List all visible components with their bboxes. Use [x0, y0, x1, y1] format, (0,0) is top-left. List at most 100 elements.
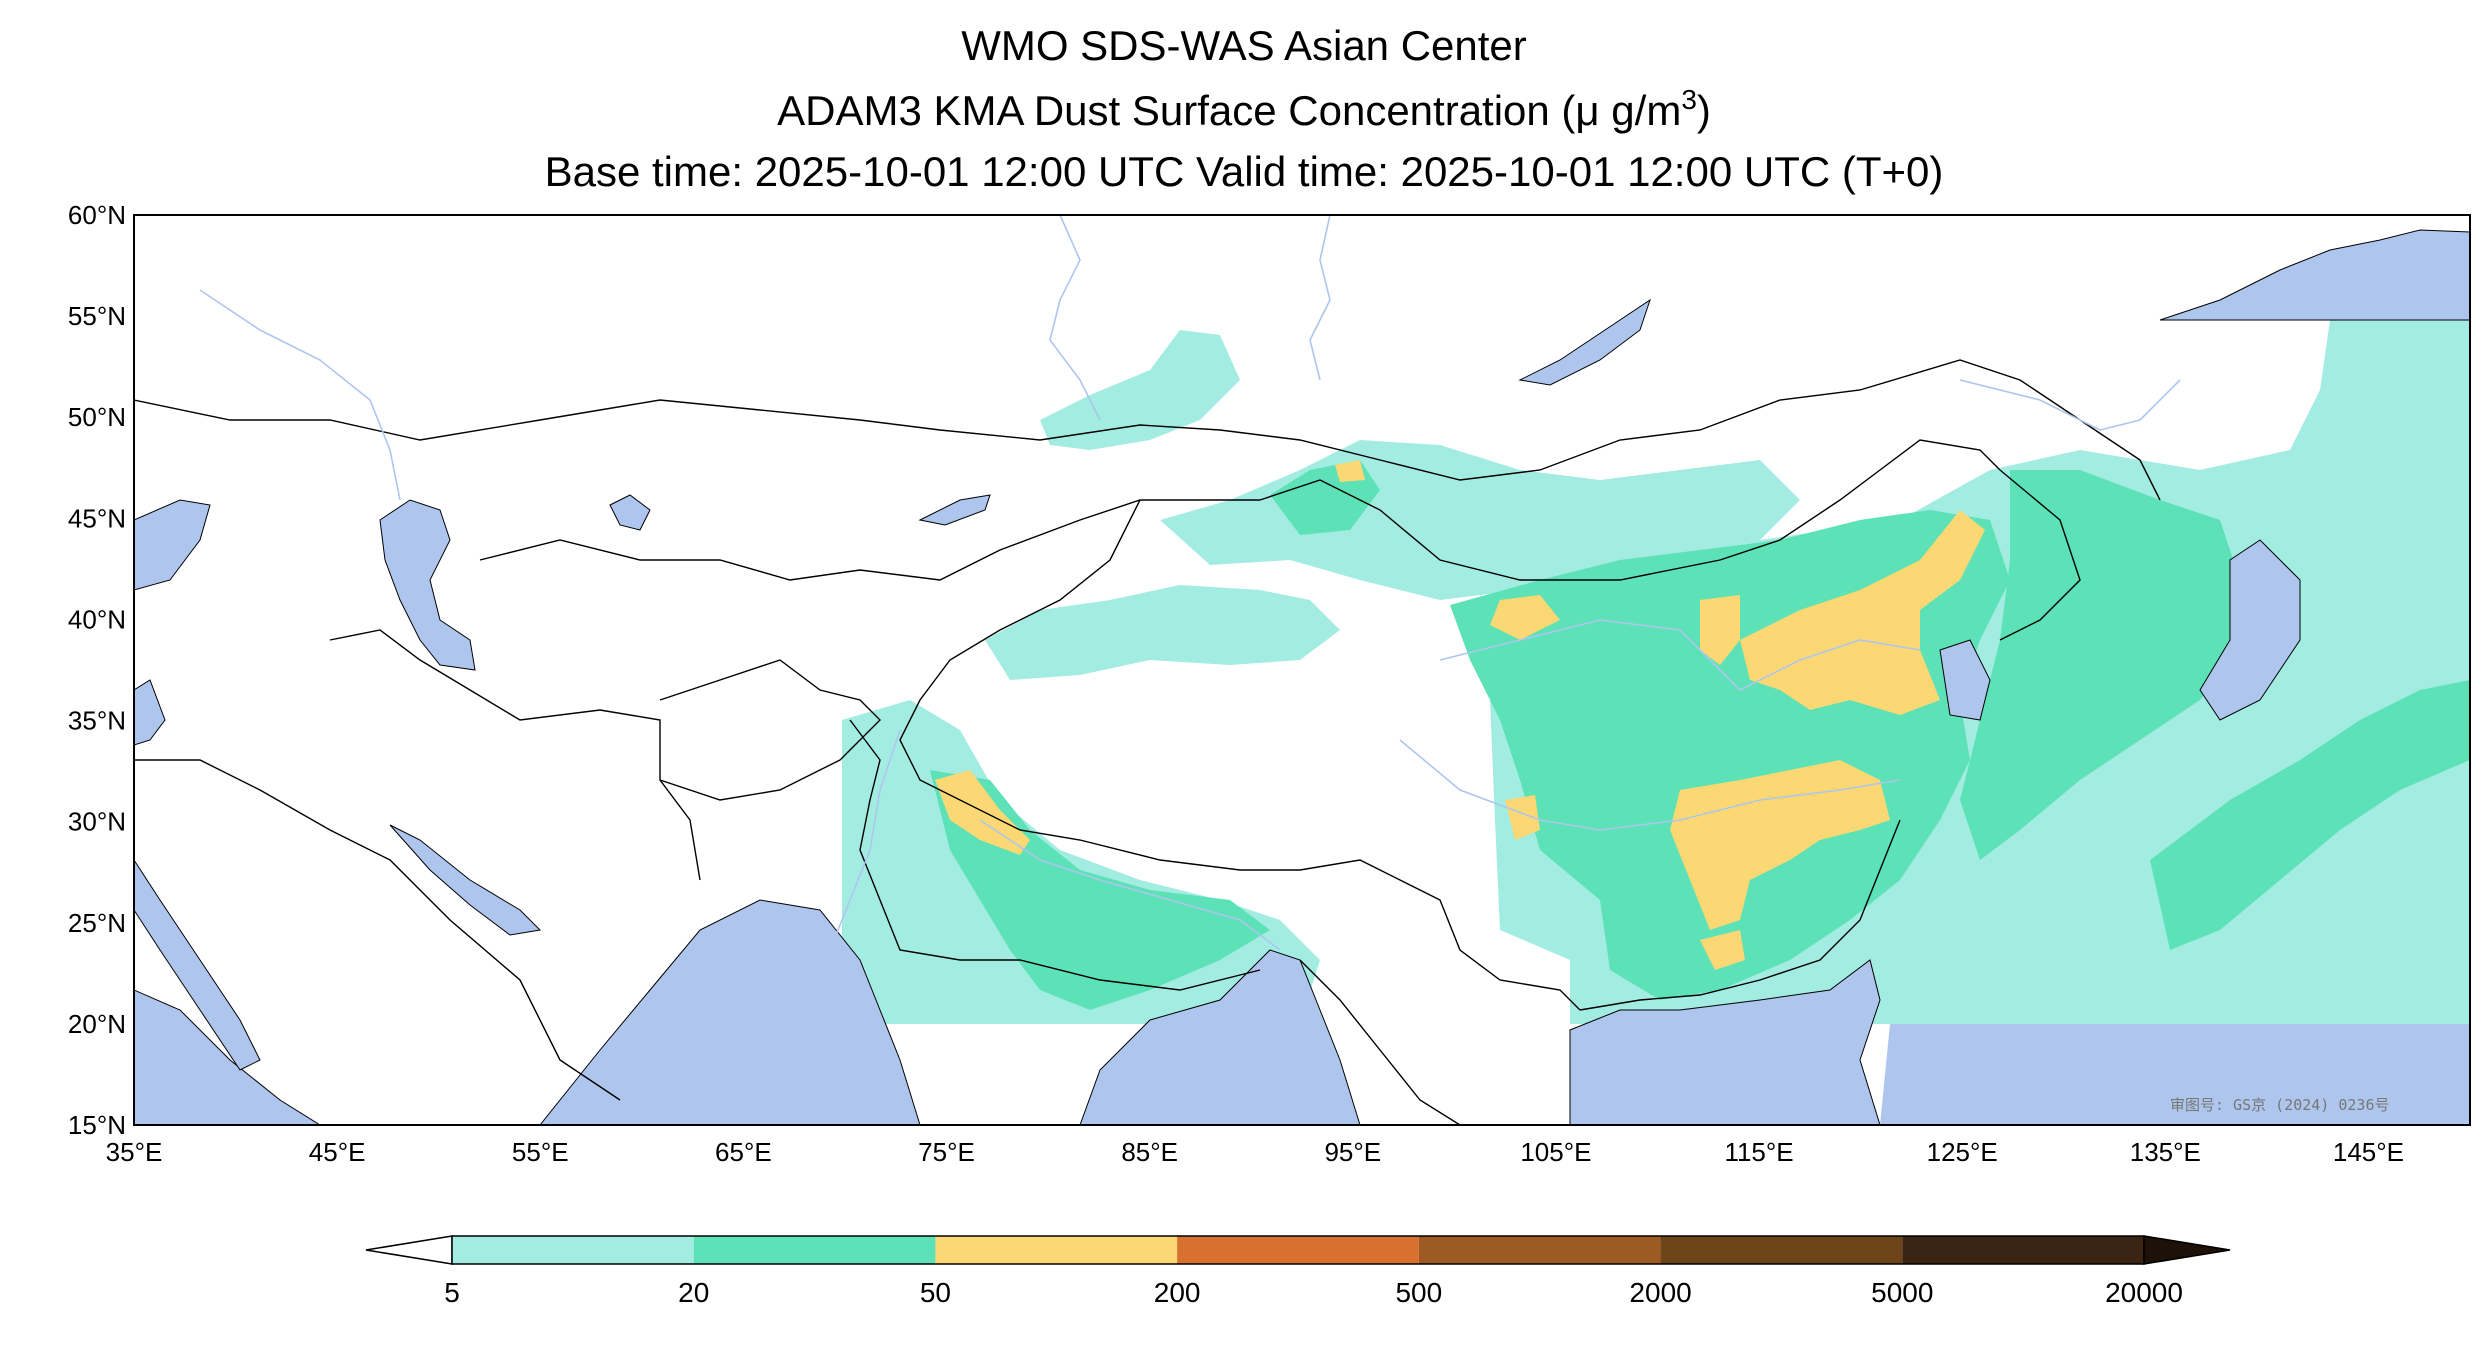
colorbar-under-arrow [365, 1235, 453, 1265]
map-approval-watermark: 审图号: GS京 (2024) 0236号 [2170, 1096, 2390, 1114]
lon-tick-label: 65°E [715, 1137, 772, 1167]
indian-ocean [134, 989, 321, 1125]
iran-border [329, 629, 701, 881]
lon-tick-label: 45°E [309, 1137, 366, 1167]
sea-of-japan [2199, 539, 2301, 721]
title-unit: g/m [1600, 87, 1682, 134]
lat-tick-label: 35°N [68, 706, 126, 736]
colorbar-level-label: 50 [920, 1277, 951, 1308]
dust-region-sichuan-50-200 [1505, 795, 1540, 840]
colorbar-segment [935, 1236, 1178, 1264]
colorbar-segment [1177, 1236, 1419, 1264]
colorbar: 5 20 50 200 500 2000 5000 20000 [365, 1235, 2231, 1308]
dust-region-kazakhstan [1040, 330, 1240, 450]
lat-tick-label: 20°N [68, 1009, 126, 1039]
colorbar-segment [1418, 1236, 1661, 1264]
arabia-border [134, 759, 621, 1101]
south-china-sea [1569, 959, 1881, 1125]
dust-region-north-china-50-200 [1740, 510, 1985, 715]
south-china-coast [1579, 819, 1901, 1011]
lon-tick-label: 75°E [918, 1137, 975, 1167]
red-sea [134, 859, 261, 1071]
title-line-2: ADAM3 KMA Dust Surface Concentration (μ … [777, 84, 1711, 134]
title-line-2-suffix: ) [1697, 87, 1711, 134]
longitude-labels: 35°E 45°E 55°E 65°E 75°E 85°E 95°E 105°E 115°E 12… [106, 1137, 2404, 1167]
colorbar-level-label: 500 [1395, 1277, 1442, 1308]
lon-tick-label: 95°E [1324, 1137, 1381, 1167]
lake-baikal [1518, 298, 1651, 386]
river-volga [199, 289, 401, 501]
lat-tick-label: 15°N [68, 1110, 126, 1140]
lat-tick-label: 25°N [68, 908, 126, 938]
colorbar-segments [451, 1235, 2145, 1265]
colorbar-level-label: 20000 [2105, 1277, 2183, 1308]
rivers [199, 215, 2181, 951]
title-line-3: Base time: 2025-10-01 12:00 UTC Valid ti… [545, 148, 1944, 195]
bay-of-bengal [1079, 949, 1361, 1125]
sea-of-okhotsk [2159, 229, 2470, 321]
lon-tick-label: 115°E [1724, 1137, 1793, 1167]
lat-tick-label: 40°N [68, 604, 126, 634]
southeast-asia-border [1299, 959, 1461, 1125]
country-borders [134, 359, 2161, 1125]
dust-region-pacific-band-20-50 [2150, 680, 2470, 950]
lon-tick-label: 135°E [2130, 1137, 2201, 1167]
pacific-ocean [1880, 1024, 2470, 1125]
china-mongolia-border [1259, 439, 2001, 581]
title-line-1: WMO SDS-WAS Asian Center [961, 22, 1527, 69]
china-western-border [899, 499, 1581, 1011]
dust-region-south-china-50-200 [1700, 930, 1745, 970]
china-korea-border [1999, 469, 2081, 641]
lon-tick-label: 105°E [1520, 1137, 1591, 1167]
dust-region-tarim [985, 585, 1340, 680]
dust-region-loess-50-200 [1490, 595, 1560, 640]
dust-region-dzungaria-50-200 [1335, 460, 1365, 482]
persian-gulf [389, 824, 542, 936]
lake-balkhash [918, 494, 991, 526]
lon-tick-label: 125°E [1927, 1137, 1998, 1167]
colorbar-over-arrow [2143, 1235, 2231, 1265]
lat-tick-label: 45°N [68, 503, 126, 533]
colorbar-segment [1902, 1236, 2144, 1264]
dust-region-korea-japan-20-50 [1960, 470, 2250, 860]
river-ganges [979, 819, 1281, 951]
colorbar-labels: 5 20 50 200 500 2000 5000 20000 [444, 1277, 2183, 1308]
title-mu-symbol: μ [1575, 87, 1599, 134]
river-amur [1959, 379, 2181, 431]
lat-tick-label: 30°N [68, 807, 126, 837]
colorbar-level-label: 5000 [1871, 1277, 1933, 1308]
colorbar-segment [1660, 1236, 1903, 1264]
arabian-sea [539, 899, 921, 1125]
colorbar-level-label: 20 [678, 1277, 709, 1308]
river-ob [1049, 215, 1101, 421]
title-unit-superscript: 3 [1681, 84, 1697, 115]
river-yangtze [1399, 739, 1901, 831]
title-line-2-prefix: ADAM3 KMA Dust Surface Concentration ( [777, 87, 1575, 134]
russia-southern-border [134, 359, 2161, 501]
lon-tick-label: 145°E [2333, 1137, 2404, 1167]
dust-region-nw-india-50-200 [935, 770, 1030, 855]
colorbar-level-label: 2000 [1629, 1277, 1691, 1308]
colorbar-segment [452, 1236, 694, 1264]
mediterranean-sea [134, 679, 166, 746]
caspian-sea [379, 499, 476, 671]
map-frame [133, 214, 2471, 1126]
river-yenisei [1309, 215, 1331, 381]
afghanistan-border [659, 659, 881, 801]
lat-tick-label: 55°N [68, 301, 126, 331]
river-yellow [1439, 619, 1921, 691]
lon-tick-label: 35°E [106, 1137, 163, 1167]
lat-tick-label: 60°N [68, 200, 126, 230]
dust-region-gansu-50-200 [1700, 595, 1740, 665]
aral-sea [609, 494, 651, 531]
dust-region-central-china-50-200 [1670, 760, 1890, 930]
yellow-sea [1939, 639, 1991, 721]
india-border [849, 719, 1261, 991]
map-panel: 审图号: GS京 (2024) 0236号 [134, 215, 2470, 1125]
colorbar-level-label: 5 [444, 1277, 460, 1308]
lon-tick-label: 55°E [512, 1137, 569, 1167]
black-sea [134, 499, 211, 591]
colorbar-level-label: 200 [1154, 1277, 1201, 1308]
lat-tick-label: 50°N [68, 402, 126, 432]
